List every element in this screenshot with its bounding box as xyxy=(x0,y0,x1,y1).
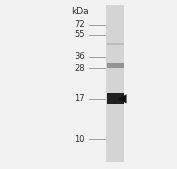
Text: 28: 28 xyxy=(74,64,85,73)
Polygon shape xyxy=(118,94,127,103)
Text: 36: 36 xyxy=(74,52,85,61)
Bar xyxy=(106,5,124,162)
Text: kDa: kDa xyxy=(71,7,88,16)
Text: 55: 55 xyxy=(75,30,85,39)
Bar xyxy=(107,93,124,104)
Text: 17: 17 xyxy=(74,94,85,103)
Text: 72: 72 xyxy=(74,20,85,29)
Bar xyxy=(107,43,124,45)
Text: 10: 10 xyxy=(75,135,85,144)
Bar xyxy=(107,63,124,68)
